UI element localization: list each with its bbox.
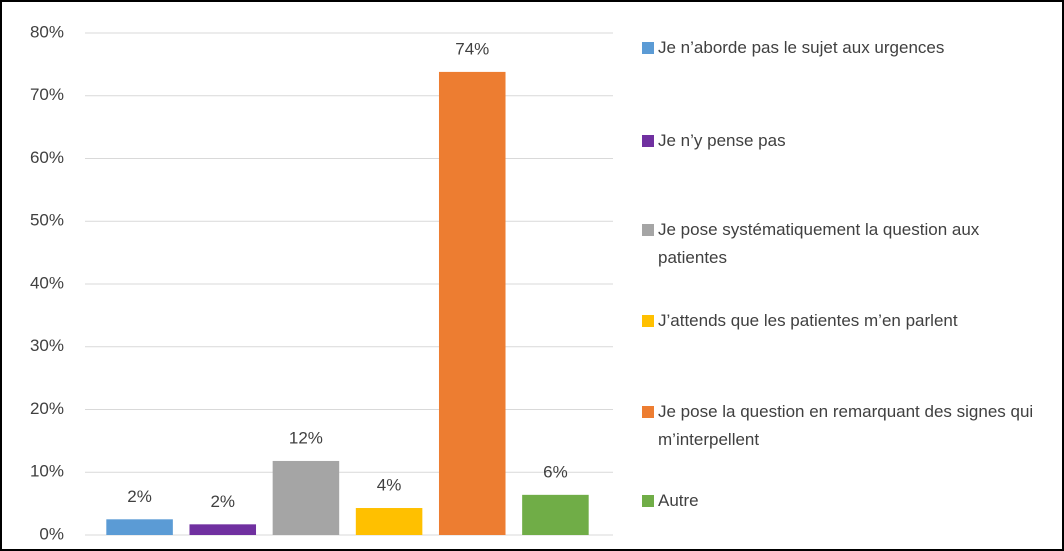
data-label: 2% [210, 492, 235, 511]
bar [522, 494, 589, 535]
bar [355, 508, 423, 535]
legend-label: Je pose systématiquement la question aux… [658, 220, 980, 267]
legend-label: Autre [658, 491, 699, 510]
legend-swatch [642, 135, 654, 147]
data-label: 6% [543, 462, 568, 481]
legend-item: Je pose la question en remarquant des si… [642, 398, 1042, 454]
legend-item: Je n’y pense pas [642, 127, 1042, 155]
legend-item: J’attends que les patientes m’en parlent [642, 307, 1042, 335]
data-label: 74% [455, 39, 489, 58]
bar [272, 460, 340, 535]
legend-swatch [642, 42, 654, 54]
legend-swatch [642, 315, 654, 327]
legend-swatch [642, 406, 654, 418]
legend-label: Je n’aborde pas le sujet aux urgences [658, 38, 945, 57]
legend-swatch [642, 224, 654, 236]
legend-item: Autre [642, 487, 1042, 515]
data-label: 12% [289, 428, 323, 447]
y-tick-label: 40% [30, 273, 64, 292]
y-tick-label: 0% [39, 524, 64, 543]
legend-label: Je pose la question en remarquant des si… [658, 402, 1034, 449]
data-label: 4% [377, 476, 402, 495]
bar [189, 524, 257, 535]
y-tick-label: 20% [30, 399, 64, 418]
bar [438, 71, 506, 535]
y-tick-label: 30% [30, 336, 64, 355]
legend-swatch [642, 495, 654, 507]
legend-label: Je n’y pense pas [658, 131, 786, 150]
legend-item: Je pose systématiquement la question aux… [642, 216, 1042, 272]
legend-item: Je n’aborde pas le sujet aux urgences [642, 34, 1042, 62]
bar [106, 519, 173, 535]
y-tick-label: 60% [30, 148, 64, 167]
y-tick-label: 10% [30, 462, 64, 481]
data-label: 2% [127, 487, 152, 506]
y-tick-label: 80% [30, 22, 64, 41]
legend-label: J’attends que les patientes m’en parlent [658, 311, 958, 330]
y-tick-label: 50% [30, 211, 64, 230]
y-tick-label: 70% [30, 85, 64, 104]
